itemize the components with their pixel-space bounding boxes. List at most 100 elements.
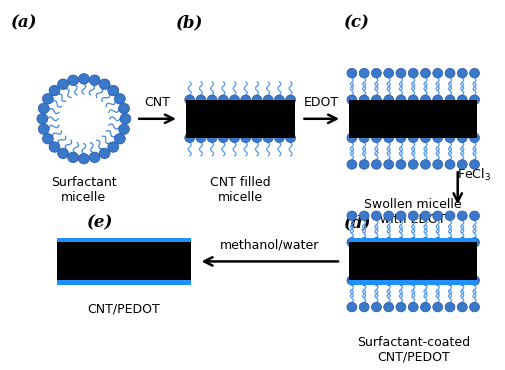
Circle shape [445,160,455,169]
Circle shape [421,302,430,312]
Circle shape [384,68,393,78]
Text: (d): (d) [344,214,371,231]
Circle shape [359,238,369,247]
Circle shape [421,238,430,247]
Circle shape [445,211,455,221]
Circle shape [384,133,393,142]
Circle shape [89,152,100,162]
Circle shape [396,95,406,105]
Circle shape [207,133,217,142]
Circle shape [470,95,479,105]
Circle shape [252,95,262,105]
Circle shape [359,95,369,105]
Circle shape [408,302,418,312]
Circle shape [68,152,79,162]
Circle shape [408,95,418,105]
Circle shape [37,114,48,124]
Bar [349,242,478,280]
Circle shape [347,68,357,78]
Circle shape [433,68,443,78]
Circle shape [49,142,60,152]
Text: CNT: CNT [144,96,170,109]
Circle shape [433,211,443,221]
Bar [57,280,191,285]
Circle shape [359,160,369,169]
Circle shape [433,133,443,142]
Circle shape [372,302,381,312]
Text: Swollen micelle
with EDOT: Swollen micelle with EDOT [365,198,462,226]
Circle shape [68,75,79,85]
Circle shape [58,148,69,159]
Circle shape [359,211,369,221]
Circle shape [458,276,467,285]
Circle shape [384,160,393,169]
Circle shape [384,238,393,247]
Circle shape [372,160,381,169]
Circle shape [286,95,295,105]
Circle shape [38,103,49,114]
Circle shape [445,95,455,105]
Circle shape [421,68,430,78]
Circle shape [408,276,418,285]
Circle shape [115,134,125,144]
Circle shape [470,238,479,247]
Circle shape [115,94,125,104]
Circle shape [207,95,217,105]
Circle shape [458,68,467,78]
Text: methanol/water: methanol/water [220,239,320,252]
Circle shape [372,238,381,247]
Circle shape [433,95,443,105]
Circle shape [433,302,443,312]
Circle shape [421,276,430,285]
Circle shape [347,95,357,105]
Circle shape [445,238,455,247]
Circle shape [372,68,381,78]
Circle shape [470,160,479,169]
Circle shape [347,211,357,221]
Circle shape [359,302,369,312]
Circle shape [445,302,455,312]
Circle shape [274,95,284,105]
Circle shape [470,211,479,221]
Circle shape [263,95,273,105]
Circle shape [372,276,381,285]
Circle shape [119,124,129,134]
Text: CNT/PEDOT: CNT/PEDOT [87,302,160,315]
Circle shape [421,133,430,142]
Text: EDOT: EDOT [304,96,339,109]
Text: (b): (b) [176,14,203,31]
Circle shape [286,133,295,142]
Text: (c): (c) [344,14,370,31]
Circle shape [359,133,369,142]
Circle shape [78,74,89,84]
Circle shape [185,133,194,142]
Circle shape [372,133,381,142]
Circle shape [263,133,273,142]
Circle shape [89,75,100,85]
Bar [349,100,478,138]
Circle shape [384,302,393,312]
Text: Surfactant-coated
CNT/PEDOT: Surfactant-coated CNT/PEDOT [357,336,470,364]
Circle shape [196,95,206,105]
Circle shape [433,160,443,169]
Bar [349,238,478,242]
Circle shape [230,95,239,105]
Circle shape [408,68,418,78]
Circle shape [421,211,430,221]
Circle shape [119,103,129,114]
Circle shape [408,238,418,247]
Circle shape [384,276,393,285]
Circle shape [99,79,110,90]
Bar [57,242,191,280]
Circle shape [108,142,119,152]
Circle shape [42,94,54,104]
Circle shape [445,276,455,285]
Circle shape [470,68,479,78]
Circle shape [396,211,406,221]
Circle shape [470,133,479,142]
Text: (a): (a) [11,14,37,31]
Circle shape [384,95,393,105]
Circle shape [196,133,206,142]
Circle shape [458,95,467,105]
Circle shape [347,133,357,142]
